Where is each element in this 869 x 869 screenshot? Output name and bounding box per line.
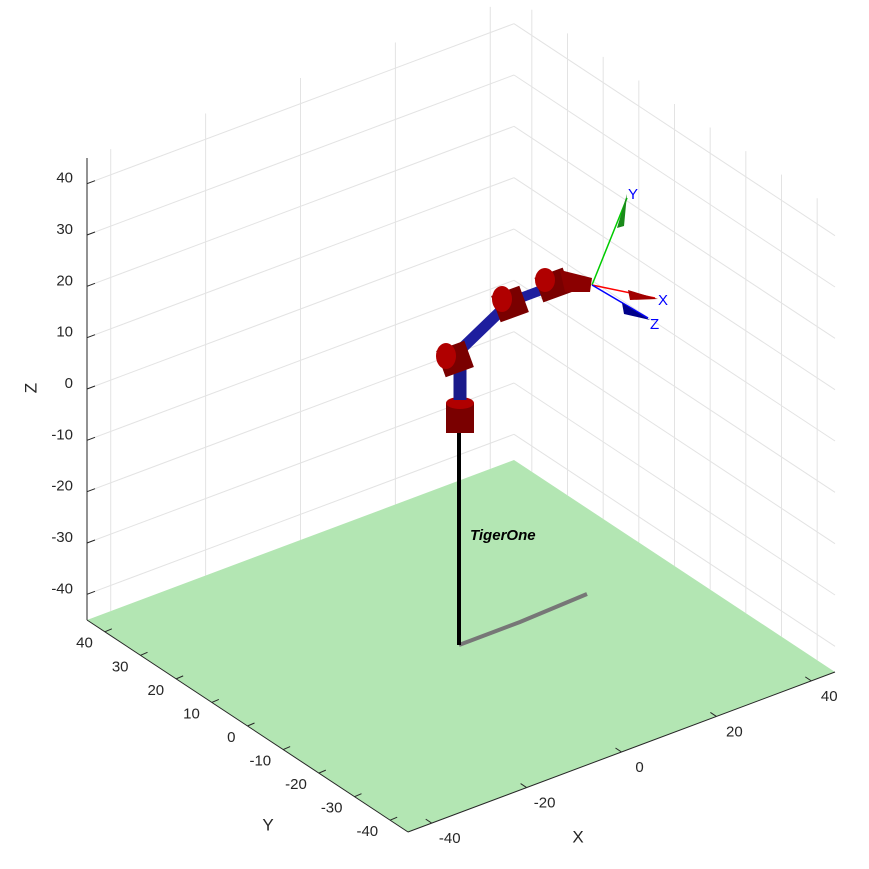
y-tick-label: 20: [147, 682, 164, 699]
frame-x-arrow: [628, 290, 658, 300]
z-tick-label: 40: [56, 170, 73, 187]
y-tick-label: 40: [76, 635, 93, 652]
z-tick-label: -10: [51, 426, 73, 443]
y-tick: [247, 722, 255, 727]
axes-layer: -40 -30 -20 -10 0 10 20 30 40 -40 -30 -20 -10 0 10 20 30…: [51, 158, 838, 847]
frame-z-axis: [591, 284, 649, 319]
robot: Y X Z TigerOne: [436, 186, 668, 647]
base-joint-top: [446, 397, 474, 409]
z-tick-label: -30: [51, 529, 73, 546]
frame-label: Y: [628, 186, 638, 203]
z-tick: [86, 488, 96, 493]
y-tick: [354, 793, 362, 798]
x-tick: [805, 676, 812, 682]
z-tick: [86, 590, 96, 595]
x-tick-label: 40: [821, 688, 838, 705]
y-tick-label: 30: [112, 658, 129, 675]
grid-line: [86, 177, 515, 339]
z-tick-label: 0: [65, 375, 73, 392]
y-tick-label: 0: [227, 729, 235, 746]
x-tick-label: 20: [726, 723, 743, 740]
x-tick: [615, 747, 622, 753]
grid-line: [86, 74, 515, 236]
grid-line: [86, 382, 515, 544]
x-tick-label: 0: [635, 759, 643, 776]
grid-line: [513, 177, 836, 391]
robot-name: TigerOne: [470, 527, 536, 544]
z-tick-label: 10: [56, 324, 73, 341]
grid-line: [513, 279, 836, 493]
x-tick-label: -20: [534, 795, 556, 812]
z-tick-label: -20: [51, 478, 73, 495]
y-tick: [140, 651, 148, 656]
grid-line: [86, 279, 515, 441]
x-tick: [425, 818, 432, 824]
z-axis-label: Z: [21, 383, 40, 393]
frame-y-axis: [591, 197, 628, 286]
y-tick-label: -20: [285, 776, 307, 793]
y-tick: [104, 628, 113, 633]
grid-line: [513, 228, 836, 442]
grid-line: [513, 125, 836, 339]
grid-line: [513, 382, 836, 596]
z-tick-label: 20: [56, 272, 73, 289]
y-tick: [389, 816, 398, 821]
x-tick-label: -40: [439, 830, 461, 847]
z-tick-label: 30: [56, 221, 73, 238]
y-tick: [211, 698, 220, 703]
grid-line: [513, 433, 836, 647]
grid-line: [513, 331, 836, 545]
y-tick-label: -30: [321, 800, 343, 817]
z-tick: [86, 282, 96, 287]
z-tick: [86, 231, 96, 236]
joint-3-cap: [492, 286, 512, 312]
frame-label: X: [658, 292, 668, 309]
joint-4-cap: [535, 268, 555, 292]
frame-label: Z: [650, 316, 659, 333]
grid-line: [86, 125, 515, 287]
x-axis-label: X: [572, 827, 583, 846]
z-tick: [86, 436, 96, 441]
frame-z-arrow: [622, 303, 650, 320]
z-tick: [86, 385, 96, 390]
y-tick-label: -40: [356, 823, 378, 840]
x-tick: [520, 783, 527, 788]
y-tick: [318, 769, 327, 774]
frame-y-arrow: [617, 194, 627, 228]
y-tick: [282, 746, 291, 751]
end-effector: [560, 270, 592, 292]
grid-layer: [86, 6, 836, 661]
joint-2-cap: [436, 343, 456, 369]
y-tick-label: 10: [183, 705, 200, 722]
y-axis-label: Y: [262, 815, 273, 834]
z-tick: [86, 334, 96, 339]
x-tick: [710, 712, 717, 717]
grid-line: [86, 23, 515, 185]
grid-line: [86, 433, 515, 595]
y-tick: [175, 675, 184, 680]
grid-line: [513, 23, 836, 237]
grid-line: [513, 74, 836, 288]
y-tick-label: -10: [249, 753, 271, 770]
z-tick: [86, 539, 96, 544]
grid-line: [86, 228, 515, 390]
z-tick-label: -40: [51, 580, 73, 597]
trace: [458, 592, 588, 647]
z-tick: [86, 180, 96, 185]
